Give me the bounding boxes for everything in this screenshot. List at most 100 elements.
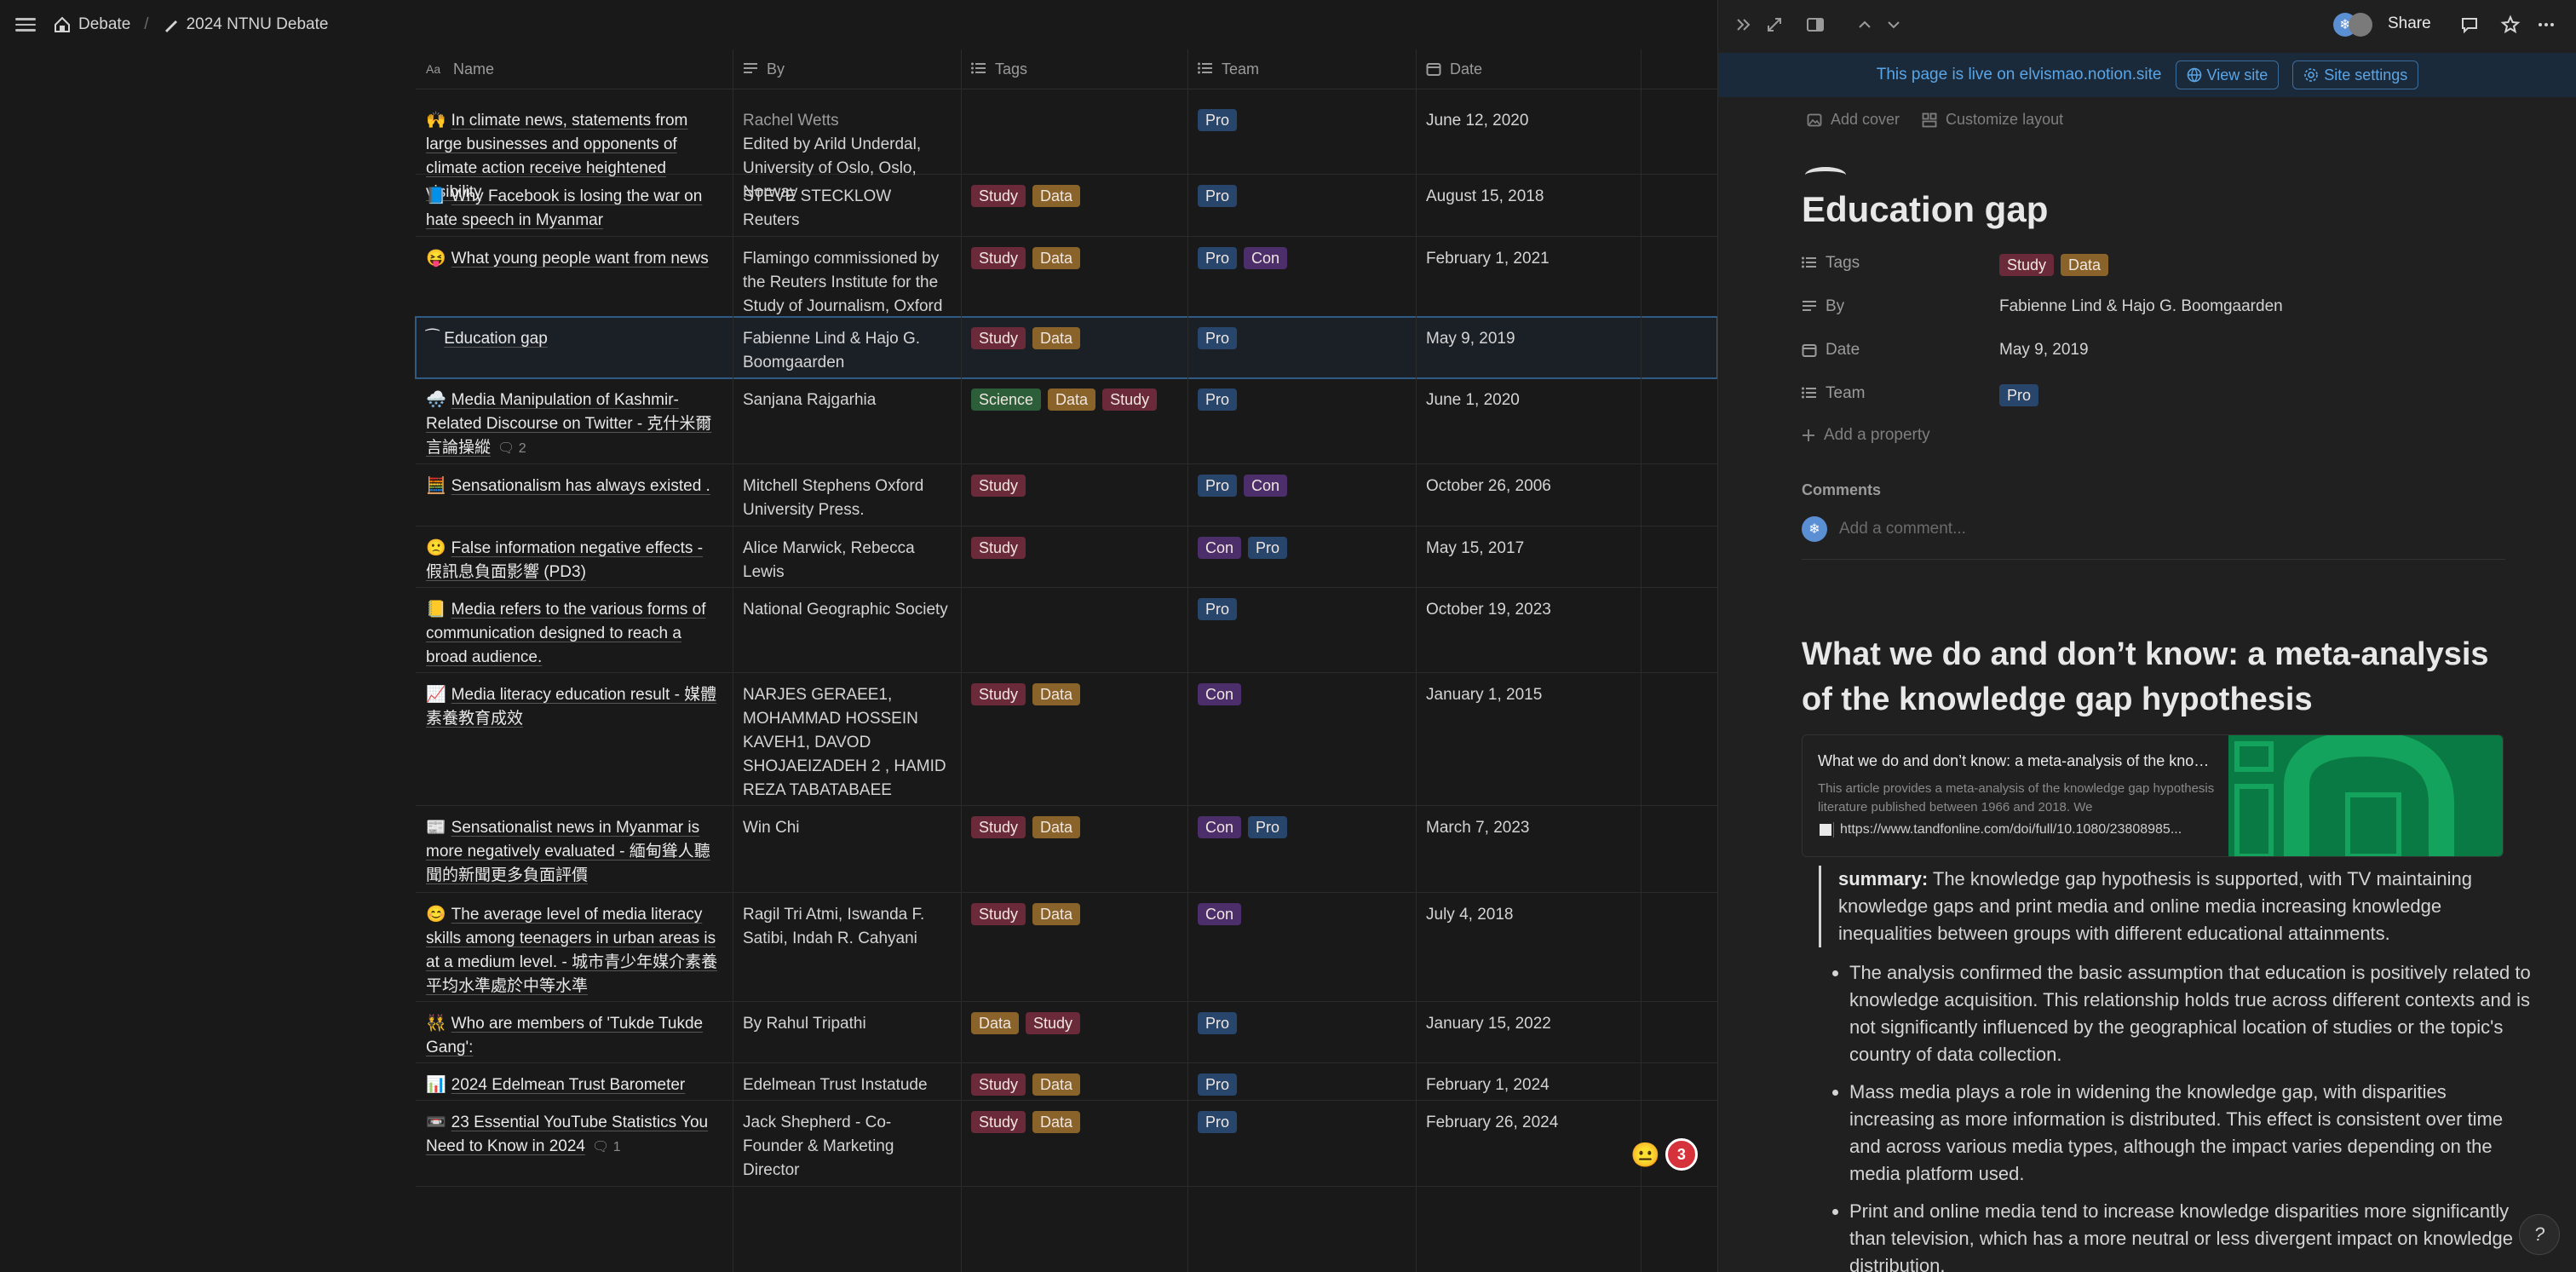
cell-name[interactable]: 📼 23 Essential YouTube Statistics You Nee… [416, 1101, 733, 1186]
cell-date[interactable]: June 12, 2020 [1426, 112, 1529, 130]
cell-team[interactable]: Con Pro [1187, 527, 1416, 587]
cell-by[interactable]: Flamingo commissioned by the Reuters Ins… [733, 237, 961, 339]
cell-date[interactable]: August 15, 2018 [1426, 187, 1544, 205]
chevron-up-icon[interactable] [1854, 14, 1875, 35]
cell-by[interactable]: Ragil Tri Atmi, Iswanda F. Satibi, Indah… [733, 893, 961, 1001]
cell-tags[interactable]: Study Data [961, 806, 1187, 892]
customize-layout-button[interactable]: Customize layout [1922, 111, 2063, 129]
cell-date[interactable]: March 7, 2023 [1426, 819, 1530, 837]
cell-tags[interactable]: Study Data [961, 1101, 1187, 1186]
cell-date[interactable]: October 19, 2023 [1426, 601, 1551, 619]
cell-by[interactable]: Alice Marwick, Rebecca Lewis [733, 527, 961, 587]
add-property-button[interactable]: Add a property [1802, 426, 1930, 445]
row-title[interactable]: Sensationalist news in Myanmar is more n… [426, 819, 710, 884]
row-title[interactable]: What young people want from news [451, 250, 709, 268]
cell-tags[interactable] [961, 588, 1187, 672]
cell-name[interactable]: 📘 Why Facebook is losing the war on hate … [416, 175, 733, 236]
more-icon[interactable] [2536, 14, 2556, 35]
cell-name[interactable]: 🙌 In climate news, statements from large … [416, 99, 733, 201]
row-title[interactable]: Media literacy education result - 媒體素養教育… [426, 686, 717, 728]
cell-team[interactable]: Pro [1187, 1101, 1416, 1186]
help-button[interactable]: ? [2519, 1214, 2560, 1255]
table-row[interactable]: 😊 The average level of media literacy ski… [416, 893, 1717, 1002]
cell-by[interactable]: NARJES GERAEE1, MOHAMMAD HOSSEIN KAVEH1,… [733, 673, 961, 805]
cell-by[interactable]: Win Chi [733, 806, 961, 892]
property-by[interactable]: By Fabienne Lind & Hajo G. Boomgaarden [1802, 291, 2568, 325]
cell-date[interactable]: January 15, 2022 [1426, 1015, 1551, 1033]
cell-name[interactable]: 📊 2024 Edelmean Trust Barometer [416, 1063, 733, 1100]
cell-team[interactable]: Pro [1187, 175, 1416, 236]
avatar-stack[interactable]: ❄ [2333, 13, 2379, 38]
cell-team[interactable]: Pro [1187, 99, 1416, 174]
table-row[interactable]: 🌨️ Media Manipulation of Kashmir-Related … [416, 378, 1717, 464]
property-value-date[interactable]: May 9, 2019 [1999, 341, 2089, 359]
table-row[interactable]: 📒 Media refers to the various forms of co… [416, 588, 1717, 673]
row-title[interactable]: Media refers to the various forms of com… [426, 601, 706, 666]
page-icon[interactable] [1805, 167, 1846, 183]
cell-team[interactable]: Pro [1187, 588, 1416, 672]
cell-tags[interactable] [961, 99, 1187, 174]
cell-name[interactable]: 📈 Media literacy education result - 媒體素養教… [416, 673, 733, 805]
cell-name[interactable]: 👯 Who are members of 'Tukde Tukde Gang': [416, 1002, 733, 1062]
cell-tags[interactable]: Study [961, 464, 1187, 526]
cell-team[interactable]: Pro [1187, 378, 1416, 463]
cell-tags[interactable]: Study Data [961, 1063, 1187, 1100]
cell-tags[interactable]: Study Data [961, 673, 1187, 805]
cell-tags[interactable]: Science Data Study [961, 378, 1187, 463]
table-row[interactable]: 📼 23 Essential YouTube Statistics You Nee… [416, 1101, 1717, 1187]
cell-name[interactable]: ⁀ Education gap [416, 317, 733, 377]
cell-by[interactable]: National Geographic Society [733, 588, 961, 672]
web-bookmark[interactable]: What we do and don’t know: a meta-analys… [1802, 734, 2504, 857]
site-settings-button[interactable]: Site settings [2292, 60, 2419, 89]
column-header-name[interactable]: Aa Name [416, 49, 733, 89]
row-title[interactable]: Why Facebook is losing the war on hate s… [426, 187, 703, 229]
row-title[interactable]: The average level of media literacy skil… [426, 906, 718, 995]
row-title[interactable]: 2024 Edelmean Trust Barometer [451, 1076, 686, 1094]
cell-team[interactable]: Con [1187, 673, 1416, 805]
star-icon[interactable] [2500, 14, 2521, 35]
table-row[interactable]: 🧮 Sensationalism has always existed . Mitc… [416, 464, 1717, 527]
add-cover-button[interactable]: Add cover [1807, 111, 1900, 129]
cell-name[interactable]: 😊 The average level of media literacy ski… [416, 893, 733, 1001]
property-value-team[interactable]: Pro [1999, 384, 2045, 410]
cell-team[interactable]: Pro Con [1187, 464, 1416, 526]
column-header-tags[interactable]: Tags [961, 49, 1187, 89]
cell-by[interactable]: Mitchell Stephens Oxford University Pres… [733, 464, 961, 526]
property-date[interactable]: Date May 9, 2019 [1802, 334, 2568, 368]
side-peek-icon[interactable] [1805, 14, 1826, 35]
menu-icon[interactable] [15, 14, 36, 35]
cell-tags[interactable]: Data Study [961, 1002, 1187, 1062]
row-title[interactable]: Who are members of 'Tukde Tukde Gang': [426, 1015, 704, 1056]
property-value-tags[interactable]: Study Data [1999, 254, 2115, 279]
cell-team[interactable]: Con [1187, 893, 1416, 1001]
column-header-team[interactable]: Team [1187, 49, 1416, 89]
cell-tags[interactable]: Study [961, 527, 1187, 587]
table-row[interactable]: 📈 Media literacy education result - 媒體素養教… [416, 673, 1717, 806]
table-row[interactable]: 😝 What young people want from news Flaming… [416, 237, 1717, 339]
cell-name[interactable]: 📒 Media refers to the various forms of co… [416, 588, 733, 672]
cell-date[interactable]: January 1, 2015 [1426, 686, 1543, 704]
cell-name[interactable]: 🙁 False information negative effects - 假訊… [416, 527, 733, 587]
cell-by[interactable]: Sanjana Rajgarhia [733, 378, 961, 463]
cell-name[interactable]: 😝 What young people want from news [416, 237, 733, 316]
cell-date[interactable]: October 26, 2006 [1426, 477, 1551, 495]
breadcrumb-item-debate[interactable]: Debate [53, 15, 130, 34]
cell-by[interactable]: Edelmean Trust Instatude [733, 1063, 961, 1100]
cell-tags[interactable]: Study Data [961, 237, 1187, 316]
table-row[interactable]: 📊 2024 Edelmean Trust Barometer Edelmean T… [416, 1063, 1717, 1101]
expand-icon[interactable] [1764, 14, 1785, 35]
property-team[interactable]: Team Pro [1802, 377, 2568, 412]
cell-tags[interactable]: Study Data [961, 317, 1187, 377]
close-peek-icon[interactable] [1734, 14, 1754, 35]
table-row[interactable]: 📰 Sensationalist news in Myanmar is more … [416, 806, 1717, 893]
notification-badge[interactable]: 3 [1665, 1138, 1698, 1171]
table-row[interactable]: 📘 Why Facebook is losing the war on hate … [416, 175, 1717, 237]
row-title[interactable]: In climate news, statements from large b… [426, 112, 688, 201]
cell-team[interactable]: Pro [1187, 1002, 1416, 1062]
cell-date[interactable]: July 4, 2018 [1426, 906, 1514, 924]
cell-by[interactable]: Rachel Wetts Edited by Arild Underdal, Un… [733, 99, 961, 201]
column-header-by[interactable]: By [733, 49, 961, 89]
cell-tags[interactable]: Study Data [961, 175, 1187, 236]
table-row[interactable]: 👯 Who are members of 'Tukde Tukde Gang': B… [416, 1002, 1717, 1063]
cell-date[interactable]: February 1, 2024 [1426, 1076, 1550, 1094]
